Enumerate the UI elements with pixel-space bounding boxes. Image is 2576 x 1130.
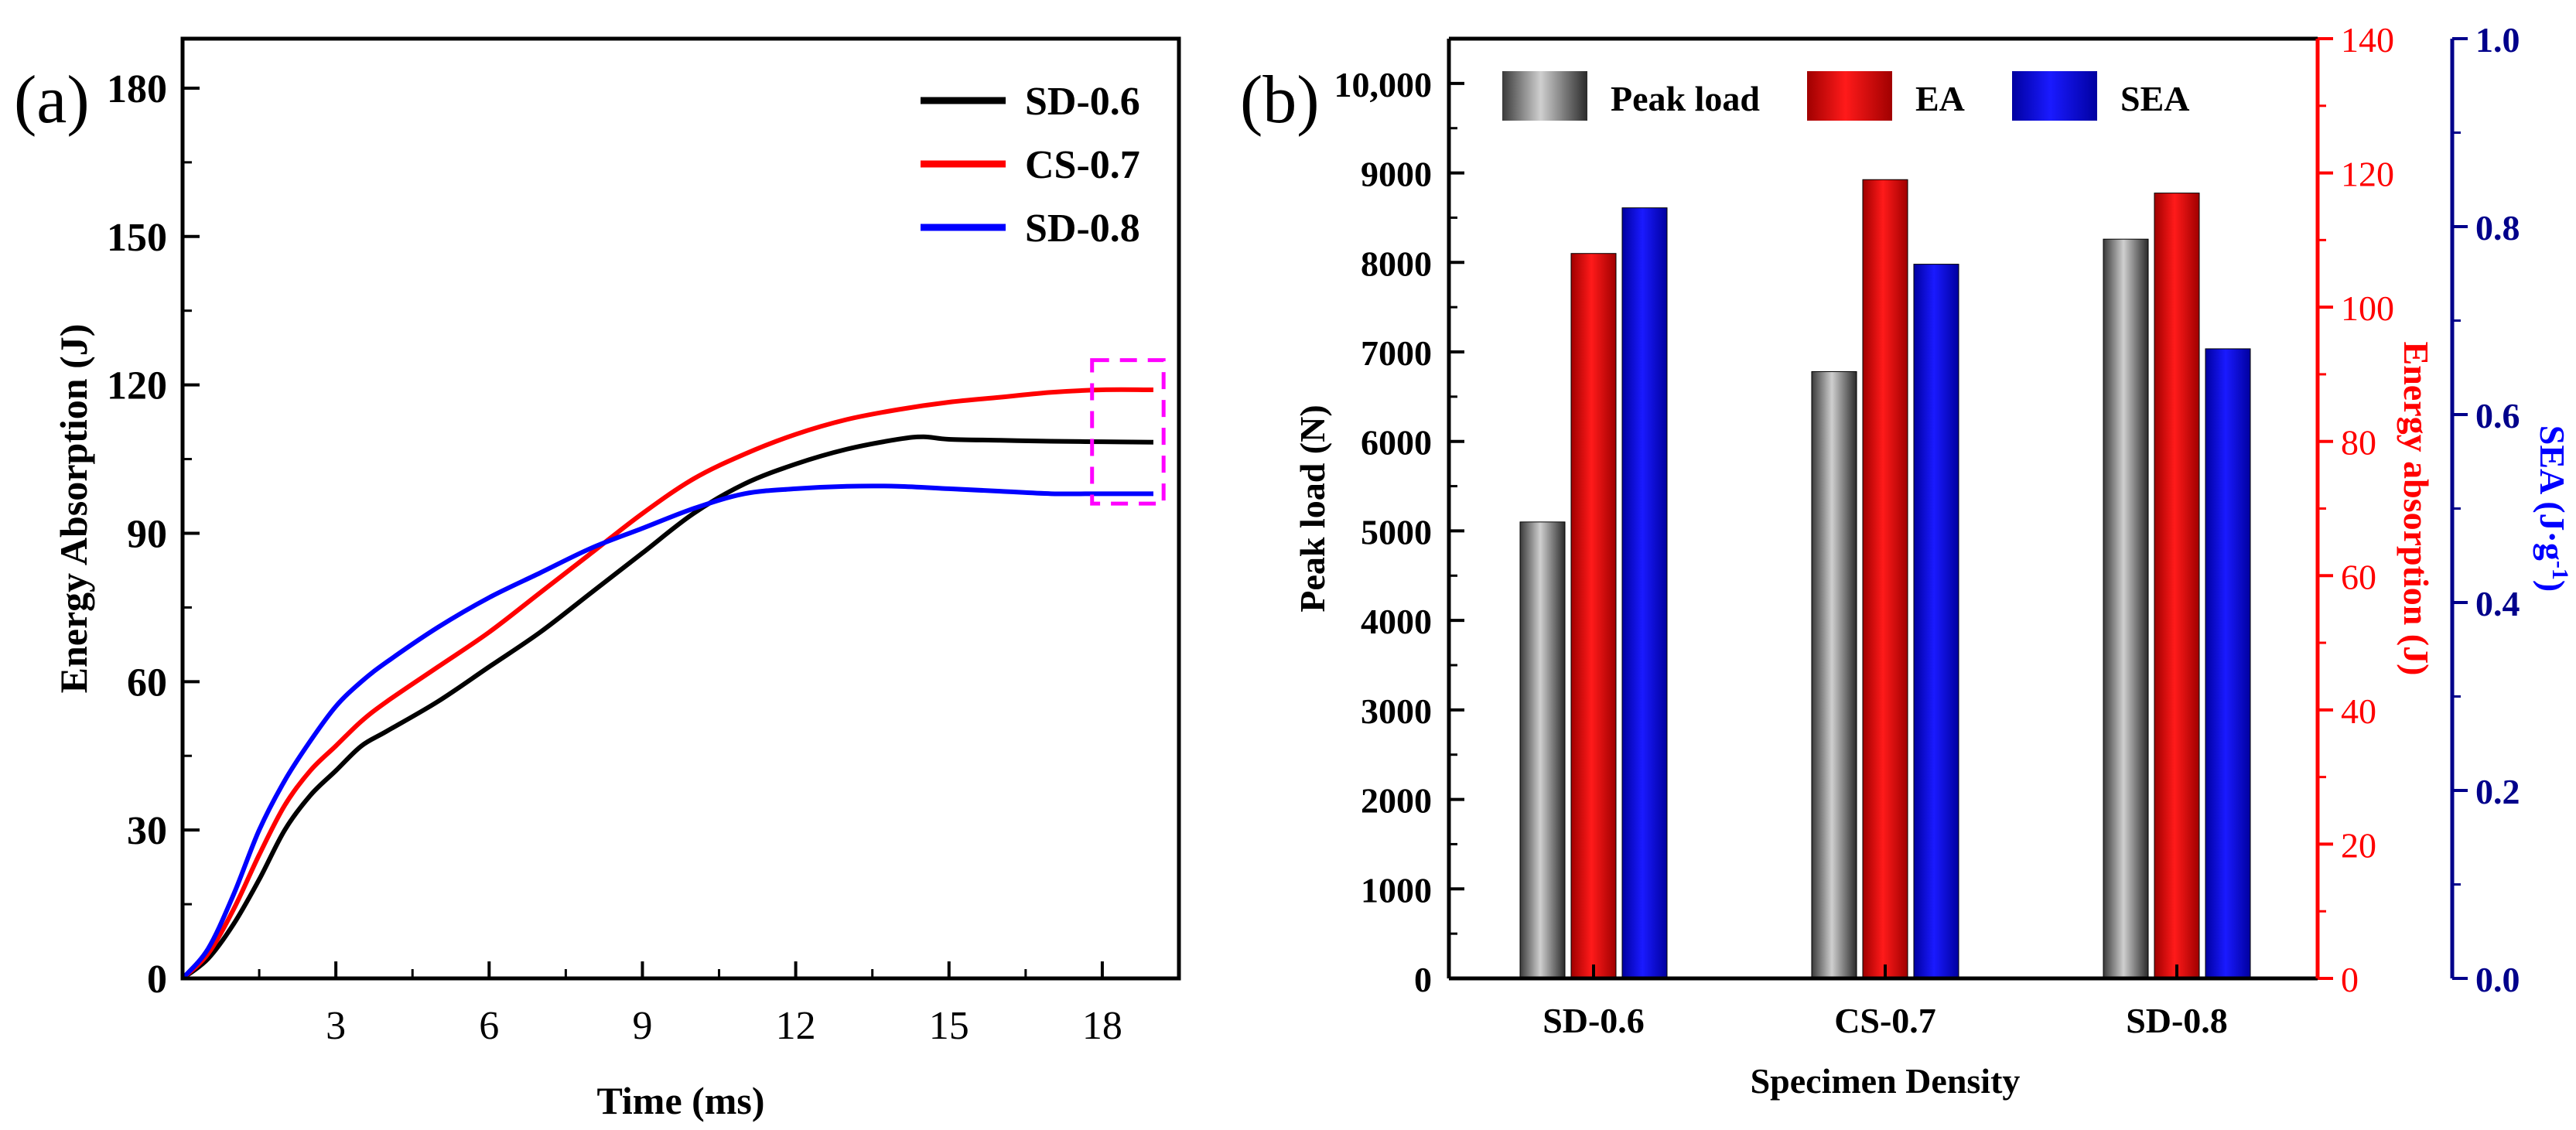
series-line-SD-0.6 bbox=[181, 434, 1153, 981]
sea-axis-label-sup: -1 bbox=[2548, 561, 2574, 580]
y-tick-label: 90 bbox=[127, 512, 167, 556]
sea-tick-label: 0.6 bbox=[2475, 396, 2520, 435]
ea-tick-label: 40 bbox=[2341, 691, 2376, 731]
panel-b: (b) 010002000300040005000600070008000900… bbox=[1240, 20, 2574, 1101]
ea-tick-label: 60 bbox=[2341, 557, 2376, 596]
bar-SEA-CS-0.7 bbox=[1913, 264, 1959, 979]
x-tick-label: 12 bbox=[776, 1004, 816, 1048]
sea-axis-label-main: SEA (J·g bbox=[2533, 425, 2572, 561]
bar-SEA-SD-0.6 bbox=[1621, 207, 1668, 979]
sea-tick-label: 0.8 bbox=[2475, 208, 2520, 248]
x-tick-label: 6 bbox=[479, 1004, 499, 1048]
ea-tick-label: 20 bbox=[2341, 825, 2376, 865]
legend-label: SD-0.6 bbox=[1025, 80, 1140, 124]
bar-EA-CS-0.7 bbox=[1862, 179, 1908, 979]
legend-label: SD-0.8 bbox=[1025, 207, 1140, 251]
bar-EA-SD-0.8 bbox=[2154, 193, 2200, 979]
peak-load-tick-label: 1000 bbox=[1361, 870, 1432, 910]
legend-swatch-SEA bbox=[2012, 71, 2097, 121]
ea-tick-label: 0 bbox=[2341, 960, 2359, 999]
panel-a-x-axis-label: Time (ms) bbox=[596, 1079, 764, 1122]
y-tick-label: 0 bbox=[147, 958, 167, 1002]
peak-load-tick-label: 3000 bbox=[1361, 691, 1432, 731]
panel-a-curves bbox=[180, 387, 1153, 981]
legend-label: SEA bbox=[2120, 79, 2189, 118]
sea-tick-label: 0.4 bbox=[2475, 584, 2520, 623]
peak-load-tick-label: 6000 bbox=[1361, 423, 1432, 463]
x-tick-label: 15 bbox=[929, 1004, 969, 1048]
peak-load-tick-label: 0 bbox=[1414, 960, 1432, 999]
peak-load-tick-label: 10,000 bbox=[1334, 65, 1433, 104]
y-tick-label: 180 bbox=[107, 67, 167, 111]
highlight-box bbox=[1090, 358, 1166, 506]
peak-load-axis-label: Peak load (N) bbox=[1293, 405, 1332, 612]
sea-tick-label: 0.0 bbox=[2475, 960, 2520, 999]
series-line-CS-0.7 bbox=[180, 387, 1153, 981]
energy-absorption-axis-label: Energy absorption (J) bbox=[2397, 342, 2436, 676]
peak-load-tick-label: 8000 bbox=[1361, 244, 1432, 283]
sea-axis-label-end: ) bbox=[2533, 580, 2572, 592]
peak-load-tick-label: 4000 bbox=[1361, 602, 1432, 641]
peak-load-tick-label: 7000 bbox=[1361, 333, 1432, 373]
panel-b-x-axis-label: Specimen Density bbox=[1751, 1061, 2021, 1101]
panel-b-bars bbox=[1519, 179, 2251, 979]
panel-b-plot-frame bbox=[1447, 36, 2455, 981]
category-label: SD-0.6 bbox=[1543, 1001, 1645, 1040]
legend-label: Peak load bbox=[1611, 79, 1760, 118]
peak-load-tick-label: 2000 bbox=[1361, 781, 1432, 821]
panel-a-y-axis-label: Energy Absorption (J) bbox=[52, 324, 95, 694]
y-tick-label: 120 bbox=[107, 364, 167, 408]
y-tick-label: 60 bbox=[127, 661, 167, 705]
panel-a-legend: SD-0.6 CS-0.7 SD-0.8 bbox=[921, 80, 1140, 251]
x-tick-label: 9 bbox=[632, 1004, 652, 1048]
y-tick-label: 150 bbox=[107, 216, 167, 260]
bar-Peak load-CS-0.7 bbox=[1811, 370, 1857, 979]
panel-b-legend: Peak load EA SEA bbox=[1502, 71, 2189, 121]
peak-load-tick-label: 9000 bbox=[1361, 155, 1432, 194]
peak-load-tick-label: 5000 bbox=[1361, 512, 1432, 551]
bar-SEA-SD-0.8 bbox=[2205, 348, 2251, 979]
x-tick-label: 3 bbox=[326, 1004, 346, 1048]
legend-label: CS-0.7 bbox=[1025, 143, 1140, 187]
sea-axis-label: SEA (J·g-1) bbox=[2533, 425, 2574, 592]
ea-tick-label: 100 bbox=[2341, 288, 2394, 328]
ea-tick-label: 120 bbox=[2341, 155, 2394, 194]
ea-tick-label: 140 bbox=[2341, 20, 2394, 60]
sea-tick-label: 1.0 bbox=[2475, 20, 2520, 60]
panel-b-ticks: 010002000300040005000600070008000900010,… bbox=[1334, 20, 2520, 1040]
y-tick-label: 30 bbox=[127, 809, 167, 853]
legend-swatch-EA bbox=[1807, 71, 1892, 121]
panel-a-plot-frame bbox=[180, 36, 1181, 981]
bar-Peak load-SD-0.6 bbox=[1519, 521, 1566, 979]
legend-label: EA bbox=[1915, 79, 1965, 118]
series-line-SD-0.8 bbox=[180, 483, 1153, 981]
panel-b-label: (b) bbox=[1240, 63, 1320, 138]
sea-tick-label: 0.2 bbox=[2475, 772, 2520, 811]
panel-a-label: (a) bbox=[14, 63, 90, 138]
x-tick-label: 18 bbox=[1082, 1004, 1122, 1048]
bar-Peak load-SD-0.8 bbox=[2103, 238, 2149, 979]
category-label: SD-0.8 bbox=[2126, 1001, 2228, 1040]
legend-swatch-Peak load bbox=[1502, 71, 1587, 121]
bar-EA-SD-0.6 bbox=[1570, 253, 1617, 979]
category-label: CS-0.7 bbox=[1834, 1001, 1936, 1040]
ea-tick-label: 80 bbox=[2341, 423, 2376, 463]
